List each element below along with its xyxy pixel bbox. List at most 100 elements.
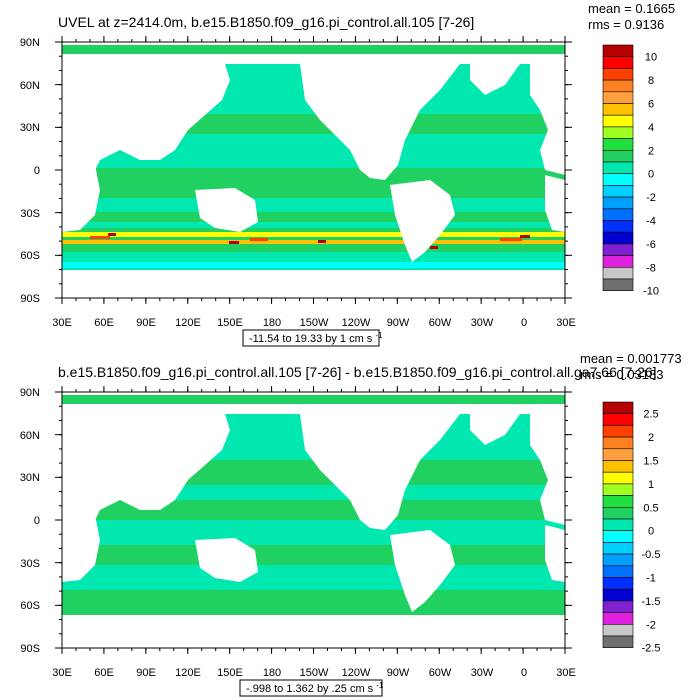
colorbar-label: 8 — [648, 75, 654, 87]
panel-2: b.e15.B1850.f09_g16.pi_control.all.105 [… — [20, 351, 682, 697]
y-tick-label: 30S — [20, 208, 40, 220]
x-tick-label: 30E — [52, 317, 72, 329]
x-tick-label: 120W — [342, 667, 371, 679]
colorbar-swatch — [602, 173, 634, 186]
x-tick-label: 30W — [471, 317, 494, 329]
panel-2-map — [61, 391, 566, 649]
colorbar-swatch — [602, 208, 634, 221]
colorbar-label: -8 — [646, 262, 656, 274]
panel-2-range-text: -.998 to 1.362 by .25 cm s — [246, 683, 374, 695]
x-tick-label: 30E — [52, 667, 72, 679]
colorbar-label: -2.5 — [642, 643, 661, 655]
colorbar-swatch — [602, 553, 634, 567]
svg-text:-11.54 to 19.33 by 1 cm s: -11.54 to 19.33 by 1 cm s -1 — [249, 331, 383, 345]
y-tick-label: 0 — [34, 515, 40, 527]
y-tick-label: 90S — [20, 643, 40, 655]
y-tick-label: 30N — [20, 122, 40, 134]
panel-1-range-unit: -1 — [375, 331, 383, 340]
colorbar-swatch — [602, 401, 634, 414]
colorbar-swatch — [602, 185, 634, 198]
panel-1-x-axis: 30E 60E 90E 120E 150E 180 150W 120W 90W … — [52, 317, 576, 329]
panel-1-rms: rms = 0.9136 — [588, 17, 664, 32]
panel-1-range-text: -11.54 to 19.33 by 1 cm s — [249, 333, 373, 345]
y-tick-label: 0 — [34, 165, 40, 177]
y-tick-label: 90S — [20, 293, 40, 305]
colorbar-swatch — [602, 448, 634, 461]
colorbar-label: -1 — [646, 573, 656, 585]
x-tick-label: 0 — [521, 317, 527, 329]
x-tick-label: 30W — [471, 667, 494, 679]
colorbar-swatch — [602, 612, 634, 625]
colorbar-swatch — [602, 243, 634, 256]
panel-1-title: UVEL at z=2414.0m, b.e15.B1850.f09_g16.p… — [58, 14, 474, 30]
panel-2-rms: rms = 0.03183 — [580, 367, 663, 382]
colorbar-label: 0 — [648, 526, 654, 538]
panel-2-tick-marks — [55, 386, 572, 654]
colorbar-swatch — [602, 231, 634, 245]
y-tick-label: 60S — [20, 250, 40, 262]
colorbar-label: -10 — [643, 286, 659, 298]
x-tick-label: 150E — [217, 667, 243, 679]
x-tick-label: 30E — [556, 667, 576, 679]
x-tick-label: 30E — [556, 317, 576, 329]
colorbar-swatch — [602, 255, 634, 268]
panel-1-map — [61, 41, 566, 299]
panel-1-tick-marks — [55, 36, 572, 304]
colorbar-swatch — [602, 126, 634, 139]
colorbar-label: 10 — [645, 52, 657, 64]
x-tick-label: 180 — [263, 317, 281, 329]
colorbar-swatch — [602, 150, 634, 163]
colorbar-swatch — [602, 103, 634, 116]
y-tick-label: 30S — [20, 558, 40, 570]
panel-2-title: b.e15.B1850.f09_g16.pi_control.all.105 [… — [58, 364, 657, 380]
colorbar-swatch — [602, 495, 634, 508]
colorbar-label: -0.5 — [642, 549, 661, 561]
y-tick-label: 30N — [20, 472, 40, 484]
panel-2-range-unit: -1 — [376, 681, 384, 690]
x-tick-label: 120E — [175, 317, 201, 329]
colorbar-label: -6 — [646, 239, 656, 251]
colorbar-label: 1 — [648, 479, 654, 491]
x-tick-label: 120W — [342, 317, 371, 329]
colorbar-label: -4 — [646, 216, 656, 228]
colorbar-label: 0 — [648, 169, 654, 181]
colorbar-swatch — [602, 68, 634, 81]
x-tick-label: 90E — [136, 317, 156, 329]
panel-2-land — [62, 404, 565, 648]
x-tick-label: 60W — [429, 317, 452, 329]
panel-2-y-axis: 90N 60N 30N 0 30S 60S 90S — [20, 387, 40, 655]
colorbar-swatch — [602, 506, 634, 520]
colorbar-swatch — [602, 588, 634, 602]
x-tick-label: 150W — [300, 667, 329, 679]
x-tick-label: 150E — [217, 317, 243, 329]
panel-2-mean: mean = 0.001773 — [580, 351, 682, 366]
x-tick-label: 60E — [94, 667, 114, 679]
colorbar-label: 4 — [648, 122, 654, 134]
colorbar-swatch — [602, 266, 634, 280]
colorbar-label: -1.5 — [642, 596, 661, 608]
colorbar-swatch — [602, 623, 634, 637]
x-tick-label: 0 — [521, 667, 527, 679]
colorbar-swatch — [602, 91, 634, 104]
colorbar-swatch — [602, 577, 634, 590]
colorbar-swatch — [602, 79, 634, 93]
colorbar-swatch — [602, 220, 634, 233]
x-tick-label: 60E — [94, 317, 114, 329]
colorbar-swatch — [602, 483, 634, 496]
colorbar-swatch — [602, 114, 634, 128]
x-tick-label: 180 — [263, 667, 281, 679]
colorbar-swatch — [602, 460, 634, 473]
y-tick-label: 60N — [20, 80, 40, 92]
y-tick-label: 60N — [20, 430, 40, 442]
colorbar-label: 6 — [648, 99, 654, 111]
colorbar-swatch — [602, 518, 634, 531]
colorbar-label: -2 — [646, 192, 656, 204]
x-tick-label: 90W — [387, 317, 410, 329]
y-tick-label: 90N — [20, 37, 40, 49]
colorbar-label: -2 — [646, 619, 656, 631]
y-tick-label: 60S — [20, 600, 40, 612]
colorbar-swatch — [602, 635, 634, 648]
svg-text:-.998 to 1.362 by .25 cm s: -.998 to 1.362 by .25 cm s -1 — [246, 681, 384, 695]
panel-2-x-axis: 30E 60E 90E 120E 150E 180 150W 120W 90W … — [52, 667, 576, 679]
